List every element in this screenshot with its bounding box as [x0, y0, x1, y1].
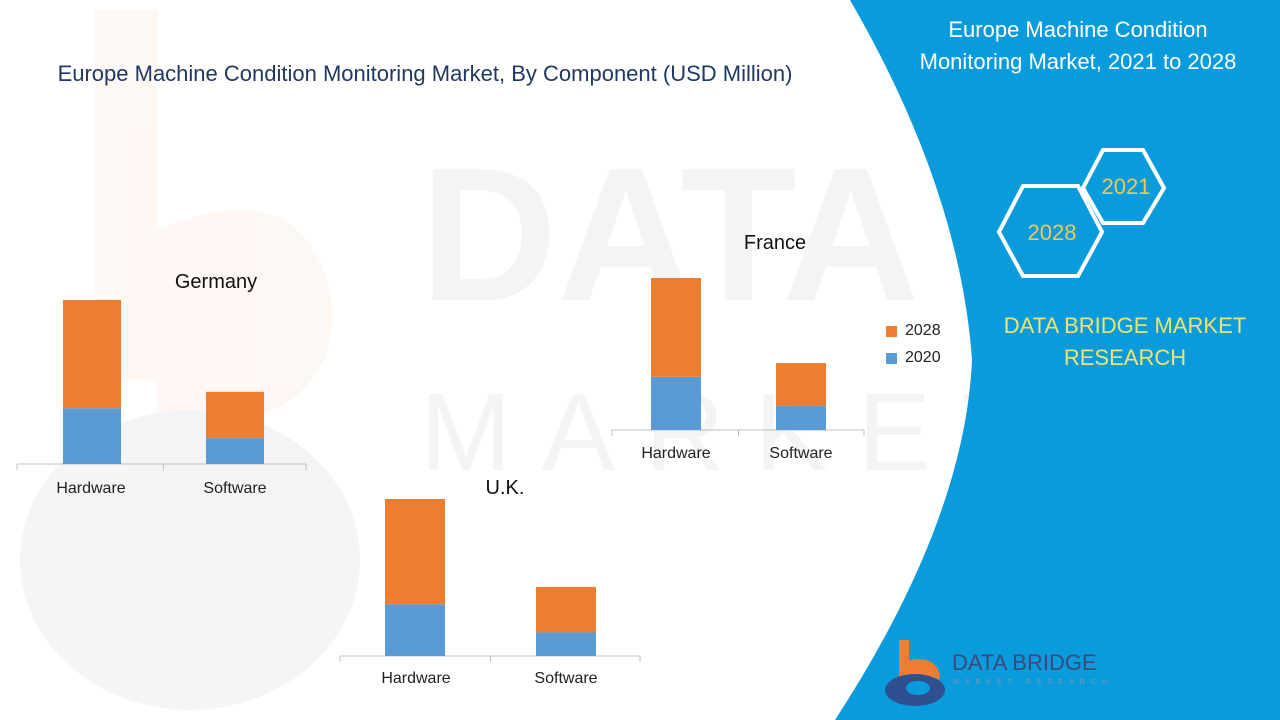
chart-france-bar-software-2020: [776, 405, 826, 430]
chart-france-title: France: [743, 232, 807, 254]
chart-germany-category-hardware: Hardware: [56, 480, 126, 497]
logo-wordmark: DATA BRIDGE: [952, 650, 1097, 675]
hexagon-2021-icon: [1080, 148, 1167, 225]
chart-germany-bar-software-2028: [206, 391, 264, 438]
chart-uk-category-software: Software: [534, 670, 598, 687]
chart-france-category-software: Software: [769, 445, 833, 462]
page-title: Europe Machine Condition Monitoring Mark…: [57, 61, 793, 86]
side-panel-background: [835, 0, 1280, 720]
hexagon-2028-icon: [996, 184, 1105, 278]
hexagon-2021-label: 2021: [1101, 174, 1151, 199]
data-bridge-logo-icon: [885, 640, 945, 706]
chart-uk-bar-software-2028: [536, 586, 596, 633]
chart-uk-bar-software-2020: [536, 632, 596, 656]
chart-france-bar-software-2028: [776, 363, 826, 406]
logo-tagline: MARKET RESEARCH: [953, 679, 1113, 686]
legend-item-2020: 2020: [886, 349, 941, 367]
chart-uk-category-hardware: Hardware: [381, 670, 451, 687]
chart-france-category-hardware: Hardware: [641, 445, 711, 462]
chart-germany-bar-software-2020: [206, 437, 264, 464]
chart-uk-bar-hardware-2020: [385, 604, 445, 656]
chart-uk-title: U.K.: [485, 477, 525, 499]
legend-swatch-2020: [886, 352, 897, 364]
side-panel-title: Europe Machine Condition Monitoring Mark…: [919, 17, 1237, 74]
legend-item-2028: 2028: [886, 322, 941, 340]
chart-germany-bar-hardware-2028: [63, 300, 121, 409]
legend-label-2028: 2028: [905, 322, 941, 339]
chart-germany-title: Germany: [174, 271, 258, 293]
chart-germany-bar-hardware-2020: [63, 408, 121, 464]
legend-swatch-2028: [886, 325, 897, 337]
chart-france-bar-hardware-2028: [651, 278, 701, 377]
chart-france-bar-hardware-2020: [651, 376, 701, 430]
chart-uk-bar-hardware-2028: [385, 499, 445, 605]
brand-name: DATA BRIDGE MARKET RESEARCH: [1003, 313, 1247, 370]
hexagon-2028-label: 2028: [1027, 220, 1077, 245]
legend: 2028 2020: [886, 322, 941, 367]
chart-germany-category-software: Software: [203, 480, 267, 497]
legend-label-2020: 2020: [905, 349, 941, 366]
